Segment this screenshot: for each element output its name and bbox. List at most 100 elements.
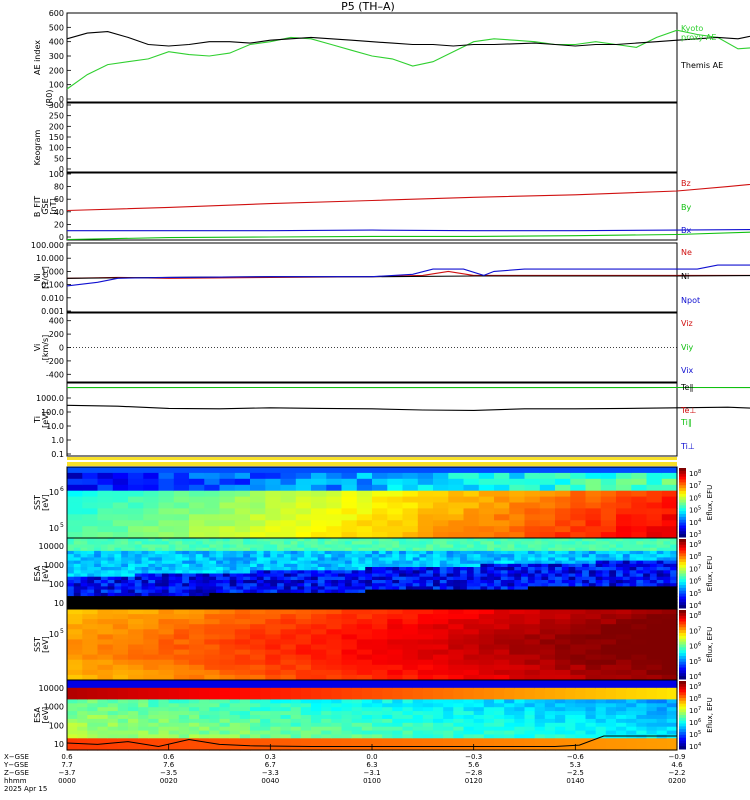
sst-ion-panel-cell [463,502,480,509]
sst-ion-panel-cell [494,484,510,492]
esa_ion-cbar-exp-2: 7 [698,706,701,712]
esa-electron-panel-cell [121,567,129,571]
esa-electron-panel-cell [487,589,495,594]
esa-electron-panel-cell [609,576,617,581]
sst-electron-panel-cell [570,674,587,681]
esa-electron-panel-cell [128,563,136,568]
esa-electron-panel-cell [161,538,170,542]
sst-electron-panel-cell [112,614,129,620]
sst-electron-panel-cell [143,654,160,661]
sst-electron-panel-cell [204,654,221,661]
esa_ion-cbar-tick-0: 10 [689,683,698,691]
esa-electron-panel-cell [480,554,488,558]
sst-ion-panel-cell [112,478,129,486]
sst-electron-panel-cell [433,654,449,661]
esa-ion-panel-cell [321,738,332,743]
esa-electron-panel-cell [311,547,319,552]
esa-ion-panel-cell [595,699,607,704]
sst-electron-panel-cell [387,614,404,620]
esa-electron-panel-cell [487,544,495,549]
esa-ion-panel-cell [280,707,292,712]
esa-electron-panel-cell [141,544,149,549]
esa-electron-panel-cell [283,573,292,578]
sst_ion-colorbar-step [679,502,686,506]
esa-electron-panel-cell [453,547,461,552]
esa-electron-panel-cell [500,550,509,555]
esa_ion-colorbar-step [679,737,686,741]
sst-electron-panel-cell [189,634,205,641]
esa-electron-panel-cell [121,554,129,558]
sst-electron-panel-cell [387,609,404,615]
esa-electron-panel-cell [588,576,597,581]
esa-ion-panel-cell [565,722,576,728]
esa-electron-panel-cell [385,586,393,591]
sst-electron-panel-cell [356,619,373,625]
esa-ion-panel-cell [473,742,485,747]
esa-ion-panel-cell [544,746,556,751]
sst-electron-panel-cell [478,644,495,651]
esa-ion-panel-cell [229,699,241,704]
sst-ion-panel-cell [326,490,343,498]
esa-electron-panel-cell [582,589,590,594]
sst-electron-panel-cell [295,644,312,651]
esa-electron-panel-cell [534,567,543,571]
esa-electron-panel-cell [344,576,353,581]
esa-electron-panel-cell [121,583,129,587]
sst-electron-panel-cell [128,624,144,630]
esa-ion-panel-cell [494,703,505,708]
ae-series-0 [66,29,750,90]
sst-ion-panel-cell [463,484,480,492]
esa-electron-panel-cell [494,544,502,549]
esa-ion-panel-cell [280,683,292,689]
esa-ion-panel-cell [646,707,658,712]
esa-ion-panel-cell [280,730,292,736]
esa-electron-panel-cell [216,583,224,587]
sst-ion-panel-cell [219,496,236,504]
sst-electron-panel-cell [448,674,465,681]
esa_ion-colorbar-step [679,706,686,710]
sst-ion-panel-cell [189,520,205,527]
esa-electron-panel-cell [161,560,170,565]
esa-electron-panel-cell [656,573,665,578]
sst-electron-panel-cell [494,609,510,615]
esa-electron-panel-cell [216,592,224,597]
esa-ion-panel-cell [341,746,353,751]
sst-electron-panel-cell [600,654,617,661]
esa-electron-panel-cell [202,580,210,584]
sst-ion-panel-cell [326,496,343,504]
esa-ion-panel-cell [97,707,109,712]
sst-electron-panel-cell [600,619,617,625]
esa-ion-panel-cell [422,703,434,708]
sst_electron-ytick-exp-0: 5 [60,628,64,635]
esa-ion-panel-cell [321,730,332,736]
esa-ion-panel-cell [392,722,404,728]
esa-electron-panel-cell [439,557,448,562]
esa-electron-panel-cell [290,560,299,565]
esa-electron-panel-cell [602,596,610,600]
esa-ion-panel-cell [199,695,210,701]
esa-electron-panel-cell [446,583,454,587]
esa-electron-panel-cell [222,605,231,610]
sst-electron-panel-cell [219,649,236,656]
esa-electron-panel-cell [656,596,665,600]
esa_electron-colorbar-step [679,570,686,574]
esa-electron-panel-cell [67,586,75,591]
esa-electron-panel-cell [161,544,170,549]
esa-electron-panel-cell [344,573,353,578]
sst-ion-panel-cell [67,514,83,521]
esa-ion-panel-cell [128,703,139,708]
sst-ion-panel-cell [417,484,434,492]
esa-ion-panel-cell [595,707,607,712]
esa-ion-panel-cell [422,718,434,724]
density-ytick-3: 0.100 [41,281,64,290]
esa-electron-panel-cell [148,550,156,555]
esa-electron-panel-cell [500,554,509,558]
esa-electron-panel-cell [243,589,251,594]
esa-ion-panel-cell [494,722,505,728]
density-ytick-4: 0.010 [41,294,64,303]
esa_ion-colorbar-step [679,692,686,696]
esa-electron-panel-cell [222,538,231,542]
esa-ion-panel-cell [646,695,658,701]
keogram-ytick-2: 200 [49,122,64,131]
esa-electron-panel-cell [385,592,393,597]
